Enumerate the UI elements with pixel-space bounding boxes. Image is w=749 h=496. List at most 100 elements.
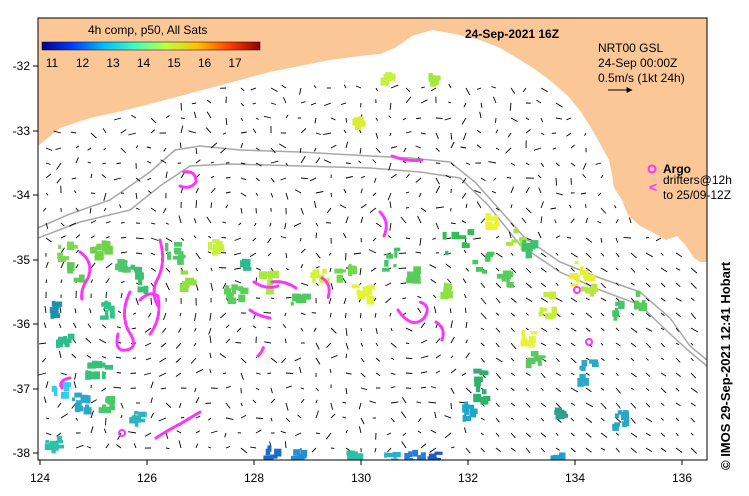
current-vector: [510, 312, 516, 317]
sst-patch: [507, 281, 514, 288]
current-vector: [105, 291, 107, 299]
sst-patch: [354, 453, 363, 460]
current-vector: [403, 147, 407, 153]
current-vector: [600, 447, 606, 451]
sst-patch: [302, 293, 311, 300]
current-vector: [281, 357, 287, 364]
argo-drifters: drifters@12h: [663, 173, 732, 187]
current-vector: [597, 192, 602, 196]
sst-patch: [394, 250, 398, 258]
current-vector: [390, 327, 393, 332]
current-vector: [387, 235, 392, 239]
current-vector: [430, 87, 437, 92]
current-vector: [585, 387, 592, 393]
current-vector: [390, 146, 398, 149]
plot-frame: [37, 17, 708, 461]
current-vector: [614, 205, 617, 209]
current-vector: [330, 354, 338, 359]
sst-patch: [412, 449, 419, 457]
current-vector: [525, 402, 531, 408]
sst-patch: [521, 337, 528, 347]
current-vector: [284, 338, 287, 344]
current-vector: [60, 235, 66, 239]
current-vector: [540, 447, 545, 453]
sst-patch: [364, 286, 372, 292]
current-vector: [135, 297, 139, 305]
current-vector: [208, 327, 212, 335]
sst-patch: [79, 274, 85, 283]
current-vector: [462, 278, 467, 284]
current-vector: [389, 132, 392, 137]
sst-patch: [224, 288, 232, 295]
sst-patch: [446, 283, 453, 290]
sst-patch: [67, 333, 75, 340]
current-vector: [58, 350, 62, 359]
drifter-track: [252, 280, 280, 289]
current-vector: [315, 282, 319, 286]
current-vector: [45, 162, 51, 165]
current-vector: [435, 338, 441, 344]
current-vector: [178, 402, 182, 408]
sst-patch: [434, 451, 443, 455]
current-vector: [75, 249, 79, 254]
current-vector: [86, 446, 92, 449]
argo-float: [118, 429, 126, 437]
current-vector: [144, 342, 152, 347]
current-vector: [285, 417, 291, 423]
current-vector: [150, 207, 157, 212]
argo-title: Argo: [663, 162, 691, 176]
current-vector: [491, 190, 497, 194]
y-tick-label: -37: [13, 382, 31, 396]
sst-patch: [384, 260, 389, 267]
current-vector: [235, 341, 242, 344]
current-vector: [120, 251, 127, 254]
current-vector: [690, 312, 697, 320]
current-vector: [400, 282, 407, 285]
current-vector: [420, 99, 428, 104]
current-vector: [570, 252, 578, 258]
sst-patch: [62, 382, 71, 388]
current-vector: [208, 235, 212, 239]
current-vector: [630, 372, 637, 378]
current-vector: [158, 372, 167, 377]
current-vector: [330, 413, 336, 419]
sst-patch: [467, 229, 475, 236]
current-vector: [179, 312, 182, 317]
current-vector: [675, 297, 682, 302]
sst-patch: [77, 405, 84, 412]
current-vector: [585, 372, 590, 376]
current-vector: [615, 387, 621, 394]
sst-patch: [231, 286, 236, 295]
current-vector: [429, 264, 437, 269]
sst-patch: [442, 231, 447, 240]
sst-patch: [134, 266, 143, 274]
sst-patch: [469, 404, 475, 409]
current-vector: [131, 327, 137, 330]
sst-patch: [131, 415, 140, 423]
current-vector: [240, 143, 244, 149]
current-vector: [176, 430, 182, 434]
current-vector: [345, 387, 348, 395]
sst-patch: [394, 247, 401, 251]
current-vector: [330, 402, 333, 410]
current-vector: [135, 177, 141, 182]
current-vector: [675, 312, 681, 317]
current-vector: [255, 372, 261, 375]
current-vector: [45, 173, 52, 179]
current-vector: [55, 147, 62, 151]
current-vector: [465, 321, 468, 329]
sst-patch: [475, 384, 481, 393]
current-vector: [263, 115, 272, 119]
sst-patch: [506, 278, 510, 288]
current-vector: [510, 267, 517, 273]
sst-patch: [549, 291, 557, 300]
current-vector: [435, 147, 440, 152]
sst-patch: [386, 73, 396, 81]
current-vector: [510, 327, 515, 333]
current-vector: [294, 357, 302, 362]
current-vector: [165, 171, 168, 179]
sst-patch: [543, 291, 551, 298]
current-vector: [495, 117, 497, 123]
sst-patch: [429, 453, 437, 460]
current-vector: [87, 323, 92, 329]
